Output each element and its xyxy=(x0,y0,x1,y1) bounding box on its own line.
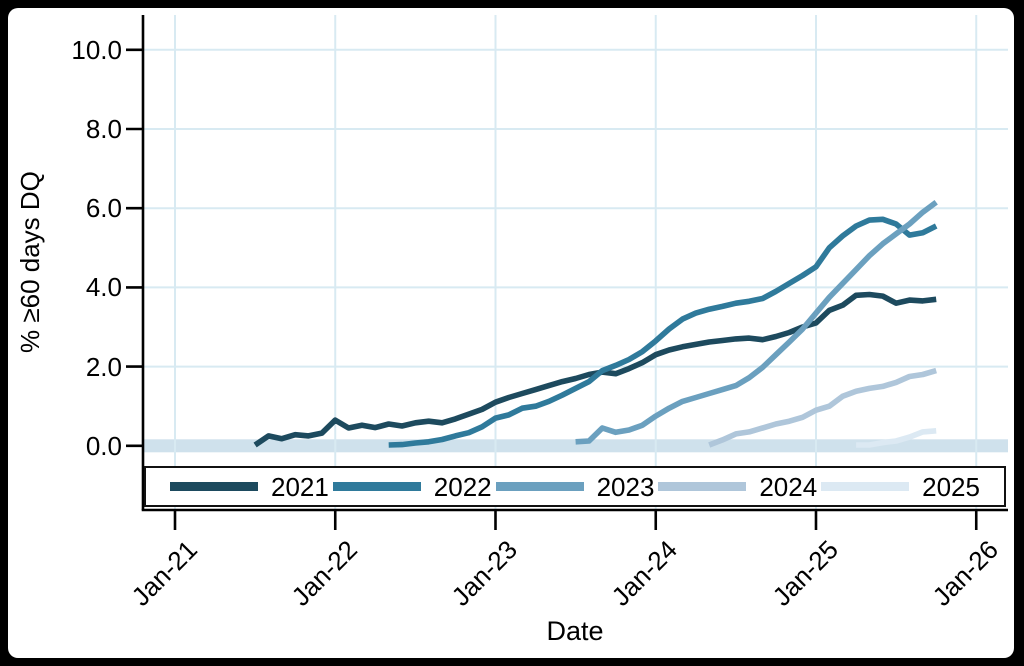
legend-swatch-2021 xyxy=(170,482,258,491)
legend-label: 2023 xyxy=(596,471,655,502)
y-tick-label: 6.0 xyxy=(85,193,122,224)
series-line-2022 xyxy=(388,216,938,448)
legend-item-2021: 2021 xyxy=(170,473,329,501)
legend-swatch-2025 xyxy=(821,482,910,491)
y-tick-label: 0.0 xyxy=(85,430,122,461)
x-axis-title: Date xyxy=(546,616,604,646)
legend-label: 2025 xyxy=(922,471,980,502)
y-axis-title: % ≥60 days DQ xyxy=(15,171,45,353)
legend-label: 2021 xyxy=(271,471,329,502)
legend-item-2023: 2023 xyxy=(495,471,655,502)
legend-item-2022: 2022 xyxy=(332,471,492,502)
legend: 2021 2022 2023 2024 2025 xyxy=(144,466,1006,507)
series-line-2024 xyxy=(708,367,937,448)
y-tick-label: 4.0 xyxy=(85,272,122,303)
legend-label: 2022 xyxy=(433,471,492,502)
zero-reference-band xyxy=(143,439,1008,453)
legend-item-2025: 2025 xyxy=(821,473,980,501)
legend-swatch-2024 xyxy=(658,482,747,491)
series-line-2025 xyxy=(856,428,937,448)
legend-label: 2024 xyxy=(759,471,818,502)
legend-swatch-2023 xyxy=(495,482,584,491)
series-line-2021 xyxy=(253,291,937,448)
y-tick-label: 2.0 xyxy=(85,351,122,382)
y-tick-label: 10.0 xyxy=(71,34,122,65)
series-line-2023 xyxy=(575,200,938,445)
legend-item-2024: 2024 xyxy=(658,473,817,501)
legend-swatch-2022 xyxy=(332,482,421,491)
y-tick-label: 8.0 xyxy=(85,114,122,144)
